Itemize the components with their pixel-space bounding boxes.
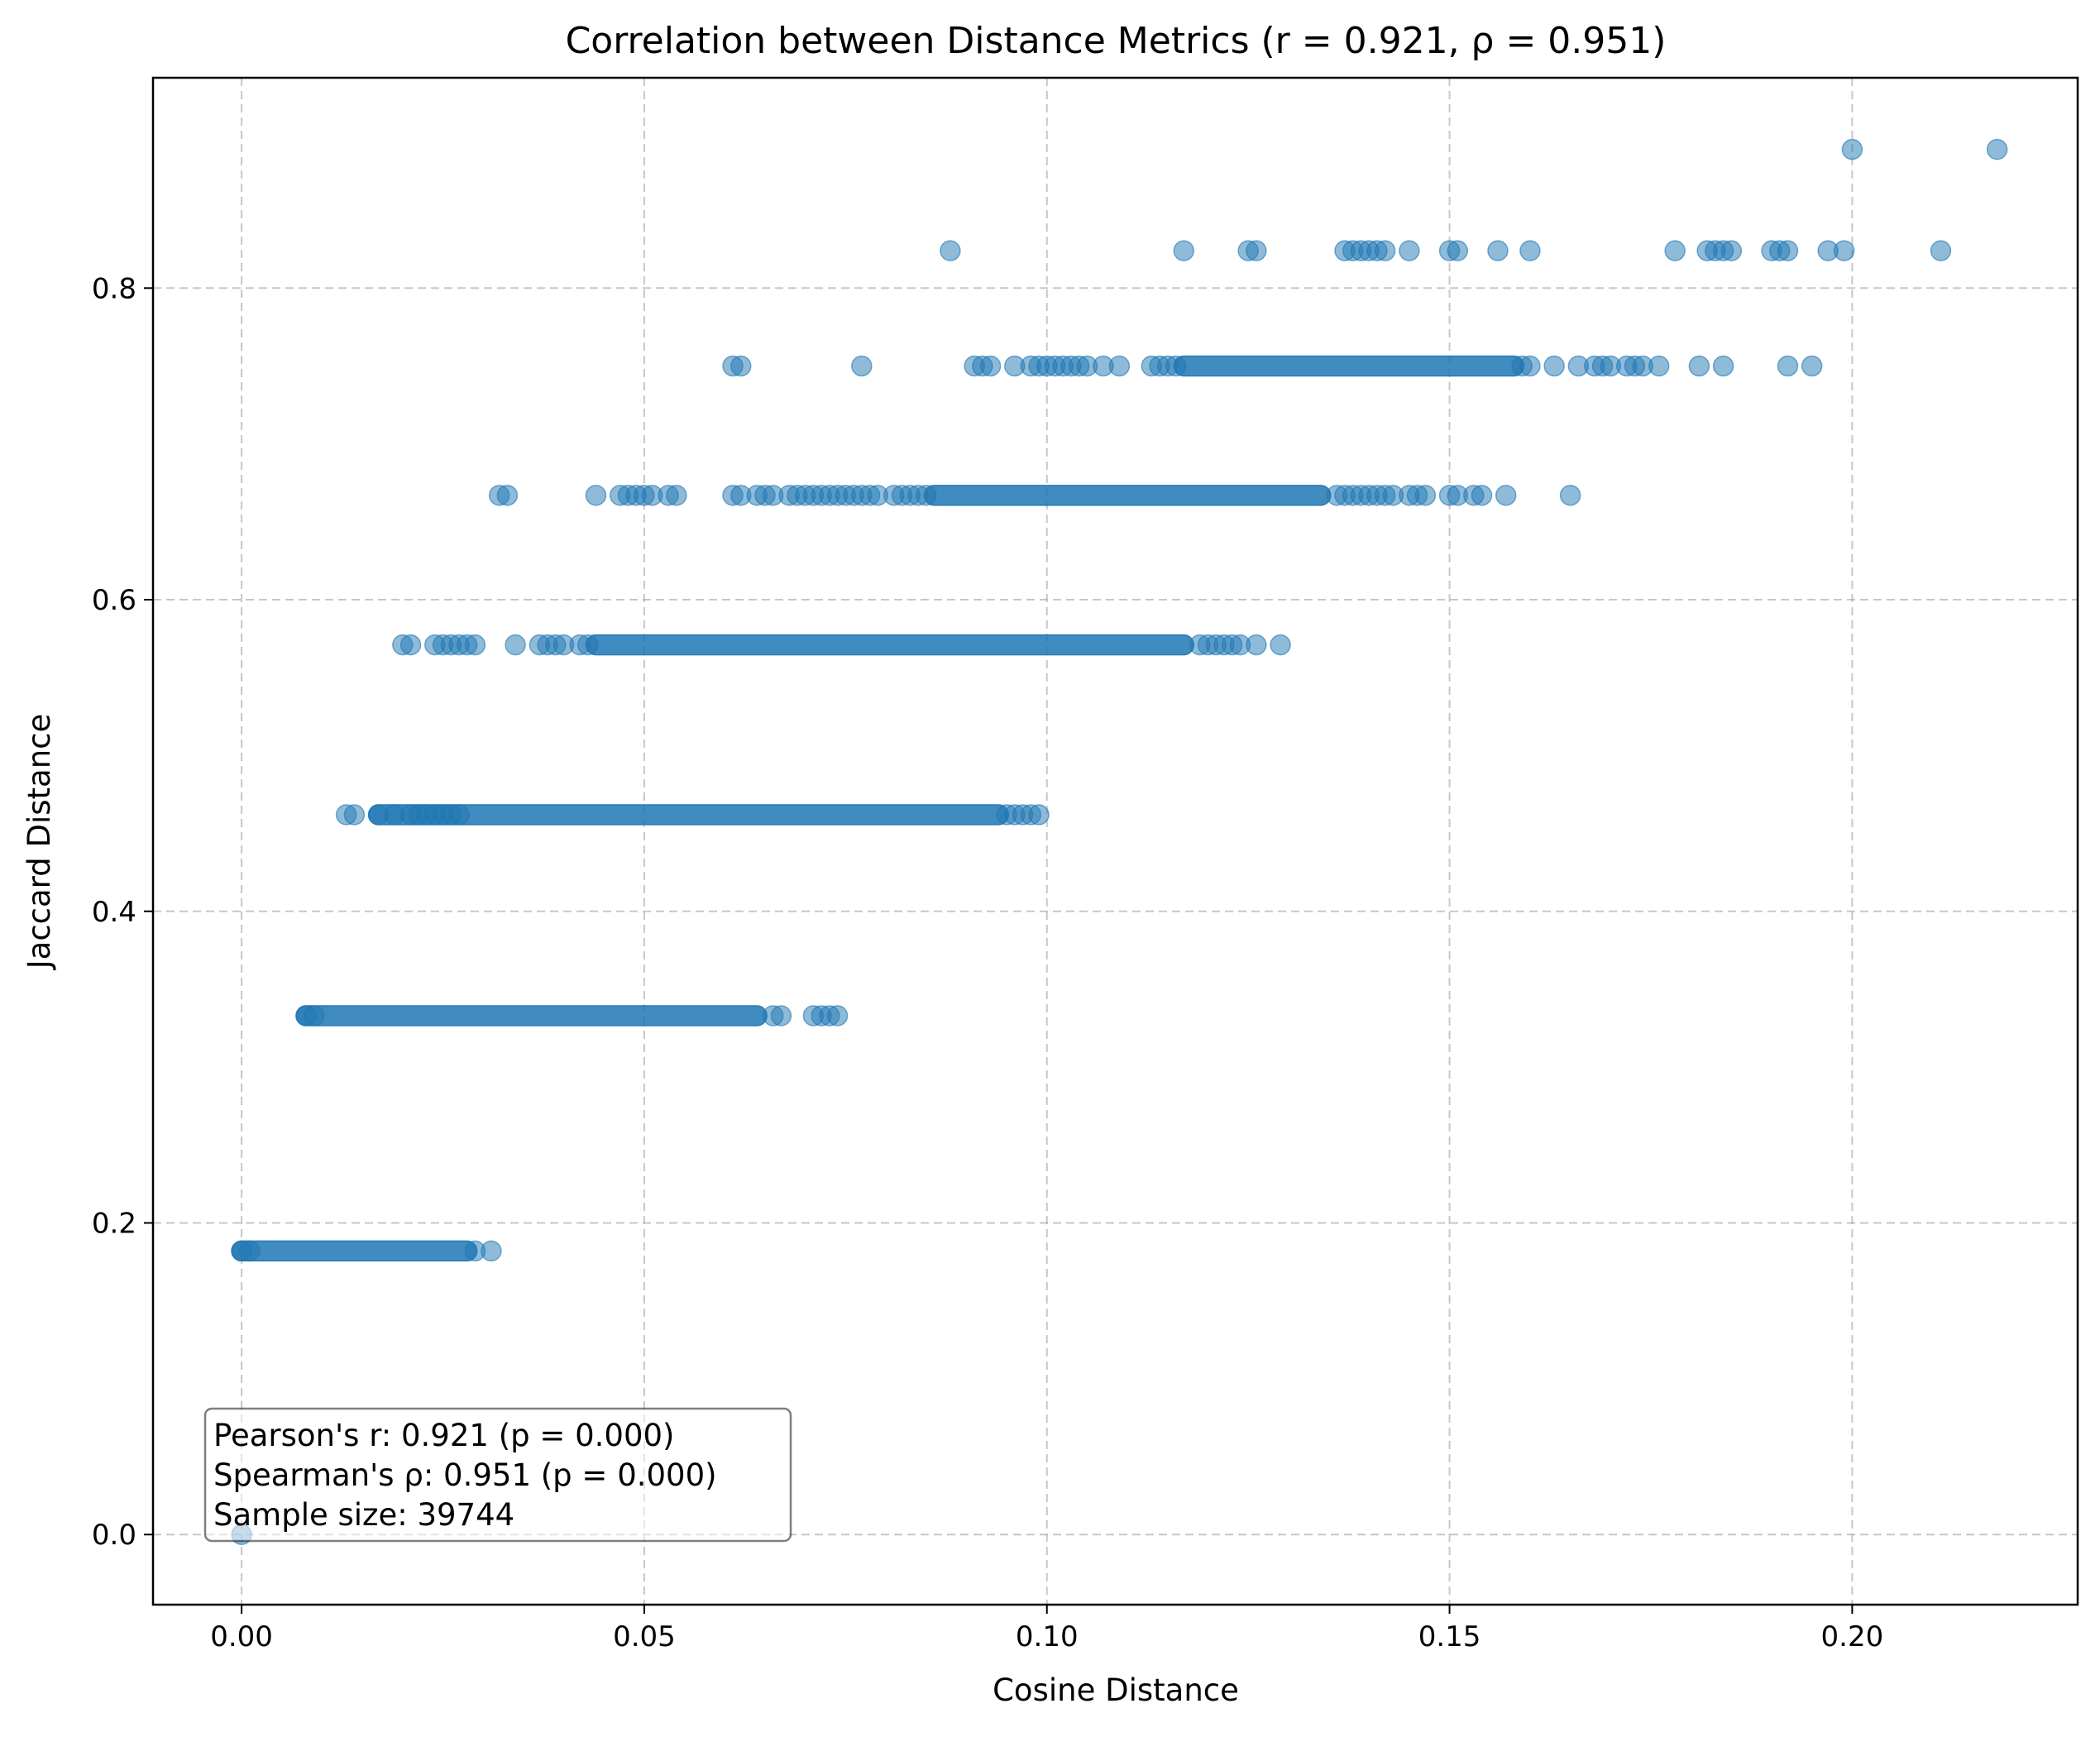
data-point xyxy=(1173,240,1195,261)
data-points xyxy=(231,138,2008,1545)
data-point xyxy=(1841,138,1863,160)
data-point xyxy=(1720,240,1743,261)
axis-ticks: 0.00 0.05 0.10 0.15 0.20 0.0 0.2 0.4 0.6 0.8 xyxy=(92,272,1883,1653)
data-point xyxy=(1487,240,1509,261)
data-point xyxy=(1519,355,1541,377)
data-point xyxy=(770,1005,792,1026)
data-point xyxy=(1399,240,1420,261)
data-point xyxy=(1471,485,1493,506)
data-point xyxy=(481,1240,502,1262)
data-point xyxy=(730,355,752,377)
data-point xyxy=(1712,355,1734,377)
data-point xyxy=(1986,138,2008,160)
data-point xyxy=(1559,485,1581,506)
data-point xyxy=(1777,355,1799,377)
stats-spearman: Spearman's ρ: 0.951 (p = 0.000) xyxy=(213,1457,717,1493)
dense-point-cluster xyxy=(231,1240,478,1262)
data-point xyxy=(1028,804,1050,825)
y-tick-label: 0.0 xyxy=(92,1519,136,1552)
data-point xyxy=(1664,240,1686,261)
x-axis-label: Cosine Distance xyxy=(993,1672,1239,1708)
data-point xyxy=(915,485,937,506)
data-point xyxy=(1246,240,1267,261)
data-point xyxy=(1414,485,1437,506)
data-point xyxy=(577,634,599,656)
data-point xyxy=(448,804,470,825)
stats-box-frame xyxy=(203,1407,792,1543)
x-tick-label: 0.20 xyxy=(1821,1620,1884,1653)
data-point xyxy=(585,485,607,506)
chart-title: Correlation between Distance Metrics (r … xyxy=(566,20,1667,62)
stats-pearson: Pearson's r: 0.921 (p = 0.000) xyxy=(213,1418,675,1453)
data-point xyxy=(496,485,519,506)
data-point xyxy=(1447,240,1469,261)
data-point xyxy=(826,1005,849,1026)
data-point xyxy=(1374,240,1396,261)
data-point xyxy=(666,485,687,506)
plot-area-frame xyxy=(151,76,2079,1606)
y-tick-label: 0.2 xyxy=(92,1208,136,1241)
data-point xyxy=(1688,355,1710,377)
data-point xyxy=(505,634,526,656)
data-point xyxy=(464,634,486,656)
data-point xyxy=(1519,240,1541,261)
data-point xyxy=(343,804,366,825)
dense-point-cluster xyxy=(295,1005,768,1026)
x-tick-label: 0.00 xyxy=(210,1620,273,1653)
dense-point-cluster xyxy=(585,634,1195,656)
data-point xyxy=(1165,355,1187,377)
data-point xyxy=(1833,240,1855,261)
data-point xyxy=(1108,355,1131,377)
data-point xyxy=(1777,240,1799,261)
data-point xyxy=(399,634,422,656)
data-point xyxy=(239,1240,261,1262)
stats-annotation-box: Pearson's r: 0.921 (p = 0.000) Spearman'… xyxy=(203,1407,792,1543)
data-point xyxy=(1495,485,1517,506)
x-tick-label: 0.15 xyxy=(1418,1620,1481,1653)
data-point xyxy=(303,1005,325,1026)
data-point xyxy=(1543,355,1565,377)
y-tick-label: 0.6 xyxy=(92,584,136,617)
data-point xyxy=(979,355,1002,377)
dense-point-cluster xyxy=(923,485,1332,506)
data-point xyxy=(851,355,873,377)
data-point xyxy=(1270,634,1291,656)
data-point xyxy=(1648,355,1670,377)
x-tick-label: 0.10 xyxy=(1016,1620,1079,1653)
dense-point-cluster xyxy=(1173,355,1525,377)
y-tick-label: 0.8 xyxy=(92,272,136,305)
stats-sample-size: Sample size: 39744 xyxy=(213,1497,514,1533)
y-tick-label: 0.4 xyxy=(92,896,136,929)
data-point xyxy=(1801,355,1823,377)
data-point xyxy=(1246,634,1267,656)
x-tick-label: 0.05 xyxy=(613,1620,676,1653)
y-axis-label: Jaccard Distance xyxy=(22,714,57,971)
data-point xyxy=(940,240,961,261)
data-point xyxy=(1930,240,1952,261)
